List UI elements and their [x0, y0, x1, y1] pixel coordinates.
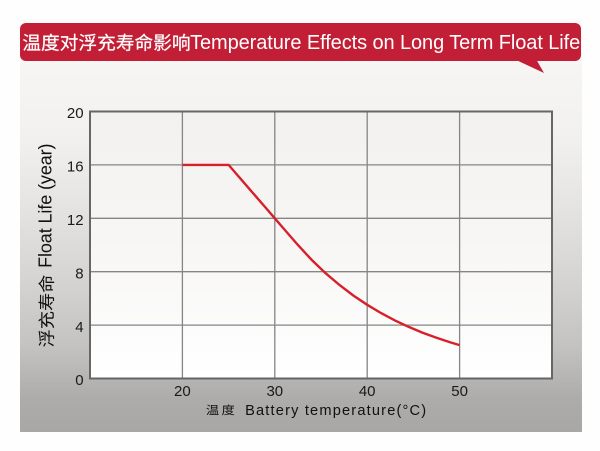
- svg-text:50: 50: [451, 383, 468, 400]
- svg-text:16: 16: [67, 159, 84, 176]
- svg-text:4: 4: [75, 319, 83, 336]
- svg-text:20: 20: [174, 383, 191, 400]
- svg-text:40: 40: [359, 383, 376, 400]
- svg-text:20: 20: [67, 105, 84, 122]
- svg-text:12: 12: [67, 212, 84, 229]
- svg-text:30: 30: [266, 383, 283, 400]
- svg-text:8: 8: [75, 265, 83, 282]
- svg-text:Float Life (year): Float Life (year): [36, 144, 56, 268]
- svg-text:0: 0: [75, 372, 83, 389]
- svg-text:Battery temperature(°C): Battery temperature(°C): [245, 403, 427, 419]
